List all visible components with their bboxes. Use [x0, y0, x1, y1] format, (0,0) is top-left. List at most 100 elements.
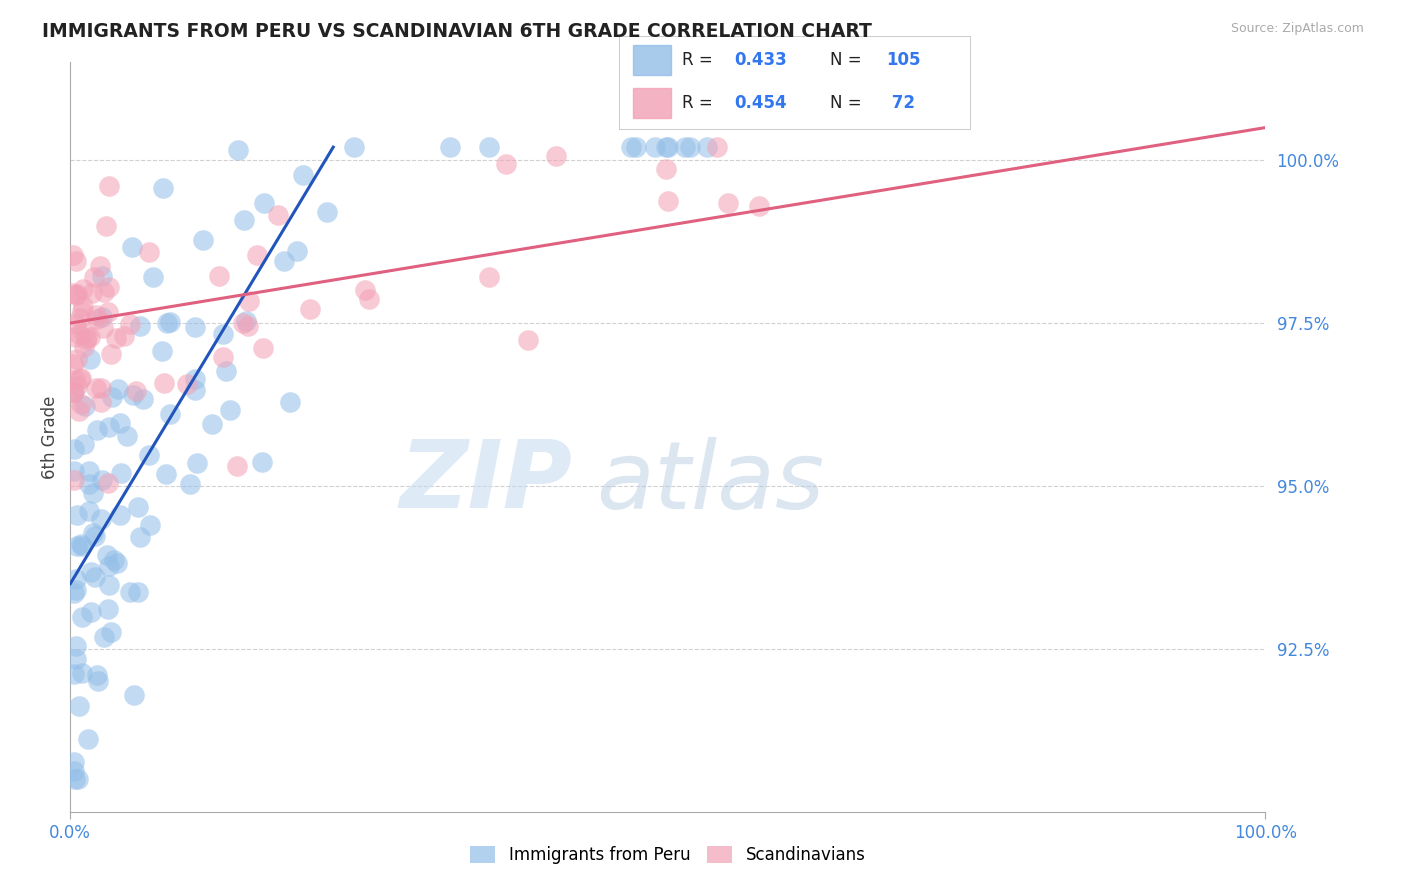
Text: N =: N = [830, 95, 866, 112]
Point [110, 467, 132, 481]
Point [679, 140, 702, 154]
Point [184, 383, 207, 397]
Point [86, 381, 108, 395]
Point [91, 473, 114, 487]
Point [79, 605, 101, 619]
Point [77, 464, 100, 478]
Point [87, 673, 110, 688]
Point [82, 286, 104, 301]
Point [219, 402, 242, 417]
Bar [633, 88, 671, 118]
Point [70, 371, 93, 385]
Point [285, 244, 308, 258]
Point [706, 140, 728, 154]
Point [657, 140, 679, 154]
Point [66, 352, 89, 367]
Point [354, 283, 377, 297]
Point [186, 456, 208, 470]
Point [79, 329, 101, 343]
Point [65, 583, 87, 598]
Point [66, 539, 89, 553]
Point [73, 437, 96, 451]
Point [66, 772, 89, 786]
Point [65, 253, 87, 268]
Point [150, 344, 173, 359]
Point [184, 372, 207, 386]
Point [97, 476, 120, 491]
Point [82, 486, 104, 500]
Point [65, 287, 87, 301]
Point [252, 455, 274, 469]
Point [62, 386, 84, 401]
Point [67, 403, 90, 417]
Point [72, 283, 94, 297]
Point [63, 666, 86, 681]
Point [131, 392, 153, 406]
Point [138, 518, 160, 533]
Point [657, 194, 679, 208]
Point [343, 140, 366, 154]
Text: R =: R = [682, 51, 718, 69]
Point [152, 181, 174, 195]
Point [128, 318, 150, 333]
Point [97, 305, 120, 319]
Point [86, 423, 108, 437]
Point [626, 140, 648, 154]
Point [73, 326, 96, 340]
Point [155, 467, 177, 482]
Text: Source: ZipAtlas.com: Source: ZipAtlas.com [1230, 22, 1364, 36]
Point [77, 504, 100, 518]
Point [138, 245, 160, 260]
Point [127, 584, 149, 599]
Point [122, 688, 145, 702]
Point [63, 442, 86, 457]
Point [72, 340, 94, 354]
Point [108, 508, 131, 522]
Point [159, 315, 181, 329]
Point [63, 755, 86, 769]
Point [748, 199, 770, 213]
Point [79, 351, 101, 366]
Point [84, 308, 107, 322]
Point [77, 476, 100, 491]
Point [142, 269, 165, 284]
Point [100, 625, 122, 640]
Point [183, 320, 205, 334]
Point [86, 311, 108, 326]
Point [63, 385, 86, 400]
Point [359, 292, 381, 306]
Point [253, 195, 276, 210]
Point [238, 294, 260, 309]
Point [65, 317, 87, 331]
Point [73, 400, 96, 414]
Point [439, 140, 461, 154]
Text: N =: N = [830, 51, 866, 69]
Point [215, 364, 238, 378]
Point [179, 476, 201, 491]
Point [233, 213, 256, 227]
Point [208, 269, 231, 284]
Point [90, 395, 112, 409]
Point [176, 377, 198, 392]
Point [97, 601, 120, 615]
Text: ZIP: ZIP [399, 436, 572, 528]
Point [84, 570, 107, 584]
Legend: Immigrants from Peru, Scandinavians: Immigrants from Peru, Scandinavians [464, 839, 872, 871]
Point [138, 448, 160, 462]
Point [495, 157, 517, 171]
Point [63, 464, 86, 478]
Point [98, 178, 121, 193]
Point [232, 316, 254, 330]
Point [156, 316, 179, 330]
Point [90, 381, 112, 395]
Point [70, 665, 93, 680]
Point [97, 279, 120, 293]
Point [153, 376, 176, 390]
Text: R =: R = [682, 95, 718, 112]
Point [65, 652, 87, 666]
Point [103, 553, 125, 567]
Point [122, 387, 145, 401]
Point [107, 382, 129, 396]
Point [252, 341, 274, 355]
Point [201, 417, 224, 432]
